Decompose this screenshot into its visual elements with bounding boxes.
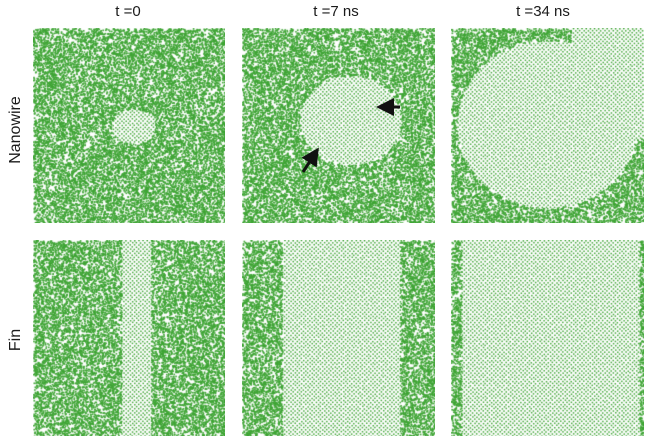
panel-fin-t7ns <box>242 240 435 436</box>
panel-nanowire-t7ns <box>242 28 435 223</box>
atom-snapshot-nanowire-t34ns <box>451 28 644 223</box>
atom-snapshot-fin-t34ns <box>451 240 644 436</box>
atom-snapshot-fin-t0 <box>33 240 225 436</box>
atom-snapshot-fin-t7ns <box>242 240 435 436</box>
column-label-t0: t =0 <box>115 3 141 20</box>
column-label-t34ns: t =34 ns <box>516 3 570 20</box>
column-label-t7ns: t =7 ns <box>313 3 359 20</box>
row-label-nanowire: Nanowire <box>7 96 24 164</box>
panel-nanowire-t0 <box>33 28 225 223</box>
atom-snapshot-nanowire-t7ns <box>242 28 435 223</box>
panel-nanowire-t34ns <box>451 28 644 223</box>
atom-snapshot-nanowire-t0 <box>33 28 225 223</box>
row-label-fin: Fin <box>7 328 24 352</box>
panel-fin-t34ns <box>451 240 644 436</box>
panel-fin-t0 <box>33 240 225 436</box>
